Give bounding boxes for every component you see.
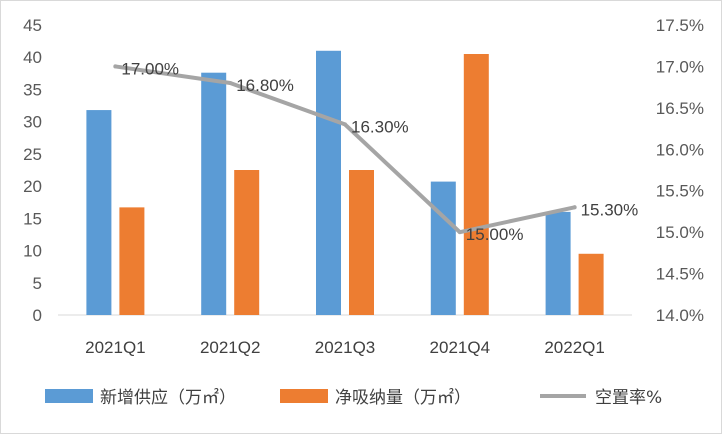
vacancy-rate-point xyxy=(228,81,233,85)
category-label: 2021Q4 xyxy=(430,338,491,357)
vacancy-rate-point xyxy=(113,64,118,69)
right-tick-label: 16.0% xyxy=(656,140,704,159)
bar-supply xyxy=(86,110,112,315)
legend-swatch xyxy=(280,389,328,403)
category-label: 2021Q2 xyxy=(200,338,261,357)
legend-label: 空置率% xyxy=(595,388,662,408)
vacancy-rate-point xyxy=(572,205,577,210)
legend-label: 净吸纳量（万㎡） xyxy=(335,388,471,408)
left-tick-label: 10 xyxy=(23,242,42,261)
left-tick-label: 45 xyxy=(23,16,42,35)
bar-absorption xyxy=(578,253,604,315)
bar-supply xyxy=(545,211,571,315)
category-axis: 2021Q1 2021Q2 2021Q3 2021Q4 2022Q1 xyxy=(85,338,605,357)
bar-absorption xyxy=(463,54,489,315)
bar-supply xyxy=(430,181,456,315)
bar-absorption xyxy=(119,207,145,315)
left-tick-label: 25 xyxy=(23,145,42,164)
left-axis: 0 5 10 15 20 25 30 35 40 45 xyxy=(23,16,42,325)
bar-series xyxy=(86,50,604,316)
left-tick-label: 40 xyxy=(23,48,42,67)
right-tick-label: 16.5% xyxy=(656,99,704,118)
bar-supply xyxy=(316,50,341,316)
vacancy-rate-point xyxy=(457,230,462,235)
vacancy-rate-label: 16.30% xyxy=(351,117,409,136)
vacancy-rate-point xyxy=(343,122,347,127)
legend-swatch xyxy=(45,389,93,403)
left-tick-label: 5 xyxy=(33,274,42,293)
left-tick-label: 35 xyxy=(23,80,42,99)
bar-supply xyxy=(201,72,227,315)
vacancy-rate-label: 17.00% xyxy=(121,59,179,78)
right-tick-label: 15.5% xyxy=(656,182,704,201)
right-tick-label: 17.5% xyxy=(656,16,704,35)
bar-absorption xyxy=(349,170,374,315)
bar-absorption xyxy=(234,170,260,315)
left-tick-label: 30 xyxy=(23,113,42,132)
left-tick-label: 15 xyxy=(23,209,42,228)
legend-label: 新增供应（万㎡） xyxy=(100,388,236,408)
vacancy-rate-label: 16.80% xyxy=(236,76,294,95)
right-tick-label: 17.0% xyxy=(656,57,704,76)
vacancy-rate-label: 15.30% xyxy=(581,200,639,219)
line-data-labels: 17.00% 16.80% 16.30% 15.00% 15.30% xyxy=(121,59,638,244)
left-tick-label: 0 xyxy=(33,306,42,325)
legend: 新增供应（万㎡） 净吸纳量（万㎡） 空置率% xyxy=(45,388,662,408)
line-series xyxy=(113,64,577,235)
left-tick-label: 20 xyxy=(23,177,42,196)
category-label: 2021Q1 xyxy=(85,338,146,357)
right-tick-label: 14.0% xyxy=(656,306,704,325)
right-tick-label: 14.5% xyxy=(656,265,704,284)
right-axis: 14.0% 14.5% 15.0% 15.5% 16.0% 16.5% 17.0% 17.5% xyxy=(656,16,704,325)
vacancy-rate-label: 15.00% xyxy=(466,225,524,244)
right-tick-label: 15.0% xyxy=(656,223,704,242)
category-label: 2022Q1 xyxy=(544,338,605,357)
category-label: 2021Q3 xyxy=(315,338,376,357)
